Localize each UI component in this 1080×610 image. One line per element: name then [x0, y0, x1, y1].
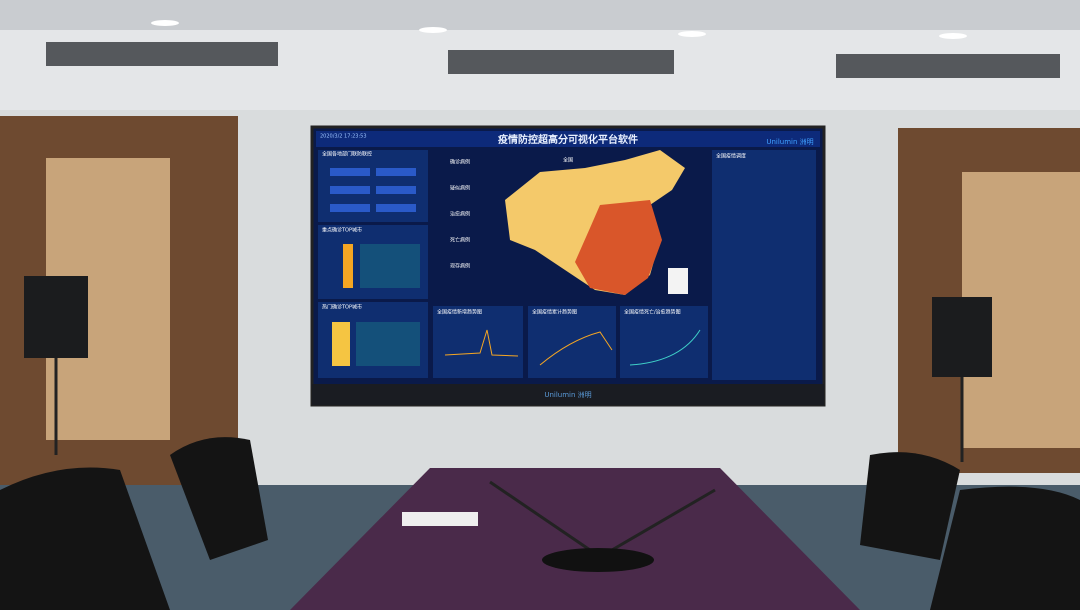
figure: [343, 244, 353, 288]
stat-label: 现存病例: [450, 263, 470, 270]
panel-title: 热门确诊TOP城市: [322, 304, 362, 311]
item: [376, 168, 416, 176]
item: [376, 186, 416, 194]
chair: [930, 486, 1080, 610]
stats: 确诊病例 疑似病例 治愈病例 死亡病例 现存病例: [450, 159, 470, 270]
ceiling-light: [419, 27, 447, 33]
map-label: 全国: [563, 157, 573, 164]
inset: [668, 268, 688, 294]
item: [330, 186, 370, 194]
trend: [539, 331, 613, 366]
chart-panel: [620, 306, 708, 378]
stat-label: 确诊病例: [450, 159, 470, 166]
ceiling-light: [151, 20, 179, 26]
item: [330, 168, 370, 176]
chart-panel: [433, 306, 523, 378]
vent: [448, 50, 674, 74]
stat-label: 治愈病例: [450, 211, 470, 218]
ceiling-light: [939, 33, 967, 39]
speaker: [24, 276, 88, 358]
bar: [332, 322, 350, 366]
screen-bezel: [312, 384, 824, 405]
panel-title: 全国疫情调度: [716, 153, 746, 160]
ceiling-light: [678, 31, 706, 37]
bars: [360, 244, 420, 288]
brand: Unilumin 洲明: [544, 391, 591, 399]
vent: [46, 42, 278, 66]
chair: [860, 452, 960, 560]
speaker: [932, 297, 992, 377]
brand: Unilumin 洲明: [766, 138, 813, 146]
microphone: [489, 480, 716, 552]
bars: [356, 322, 420, 366]
vent: [836, 54, 1060, 78]
trend: [629, 329, 701, 366]
remote: [402, 512, 478, 526]
chair: [0, 467, 170, 610]
chart-title: 全国疫情新增趋势图: [437, 309, 482, 316]
screen-title: 疫情防控超高分可视化平台软件: [498, 133, 638, 146]
trend: [444, 329, 519, 357]
chart-panel: [528, 306, 616, 378]
timestamp: 2020/3/2 17:23:53: [320, 134, 367, 140]
item: [330, 204, 370, 212]
stat-label: 死亡病例: [450, 237, 470, 244]
microphone-base: [542, 548, 654, 572]
panel: [712, 150, 816, 380]
panel-title: 重点确诊TOP城市: [322, 227, 362, 234]
item: [376, 204, 416, 212]
panel-title: 全国各地部门联防联控: [322, 151, 372, 158]
chart-title: 全国疫情死亡/治愈趋势图: [624, 309, 681, 316]
screen-header: [316, 131, 820, 147]
stat-label: 疑似病例: [450, 185, 470, 192]
map-region: [575, 200, 662, 295]
ceiling-edge: [0, 0, 1080, 30]
chair: [170, 437, 268, 560]
chart-title: 全国疫情累计趋势图: [532, 309, 577, 316]
